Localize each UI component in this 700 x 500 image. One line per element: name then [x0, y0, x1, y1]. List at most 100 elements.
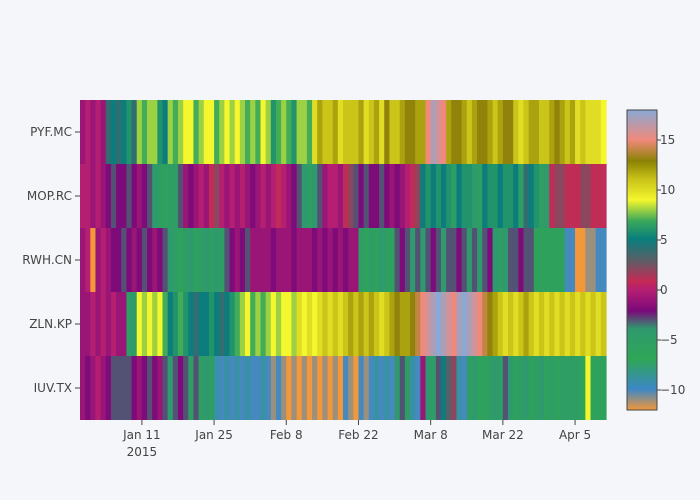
heatmap-cell — [121, 356, 128, 420]
heatmap-cell — [389, 292, 396, 356]
heatmap-cell — [513, 356, 519, 420]
heatmap-cell — [245, 164, 251, 228]
heatmap-cell — [183, 228, 189, 292]
heatmap-cell — [110, 356, 117, 420]
heatmap-cell — [188, 356, 195, 420]
heatmap-cell — [193, 292, 200, 356]
heatmap-cell — [85, 228, 91, 292]
heatmap-cells — [80, 100, 607, 420]
heatmap-cell — [451, 292, 458, 356]
heatmap-cell — [147, 100, 153, 164]
heatmap-cell — [358, 292, 365, 356]
heatmap-cell — [152, 164, 158, 228]
heatmap-cell — [559, 228, 566, 292]
heatmap-cell — [569, 292, 576, 356]
heatmap-cell — [518, 100, 525, 164]
heatmap-cell — [208, 164, 215, 228]
heatmap-cell — [126, 164, 133, 228]
heatmap-cell — [482, 228, 488, 292]
colorbar-ticks: 15 10 5 0 −5 −10 — [657, 133, 685, 397]
heatmap-cell — [379, 164, 385, 228]
heatmap-cell — [126, 292, 133, 356]
heatmap-cell — [404, 100, 411, 164]
heatmap-cell — [353, 292, 360, 356]
heatmap-cell — [157, 228, 164, 292]
heatmap-cell — [172, 100, 179, 164]
heatmap-cell — [270, 356, 277, 420]
heatmap-cell — [332, 100, 339, 164]
heatmap-cell — [306, 356, 313, 420]
heatmap-cell — [250, 292, 256, 356]
heatmap-cell — [121, 100, 128, 164]
heatmap-cell — [337, 228, 344, 292]
heatmap-cell — [291, 228, 298, 292]
heatmap-cell — [410, 164, 416, 228]
heatmap-cell — [167, 100, 174, 164]
heatmap-cell — [384, 228, 391, 292]
heatmap-cell — [255, 356, 262, 420]
heatmap-cell — [90, 292, 97, 356]
heatmap-cell — [585, 228, 592, 292]
heatmap-cell — [513, 228, 519, 292]
heatmap-cell — [538, 100, 545, 164]
heatmap-cell — [301, 292, 308, 356]
heatmap-cell — [275, 228, 282, 292]
heatmap-cell — [435, 292, 442, 356]
heatmap-cell — [399, 100, 406, 164]
heatmap-cell — [379, 292, 385, 356]
heatmap-cell — [348, 164, 354, 228]
heatmap-cell — [121, 164, 128, 228]
colorbar-tick-label: 5 — [660, 233, 668, 247]
heatmap-cell — [126, 100, 133, 164]
heatmap-cell — [492, 292, 499, 356]
heatmap-cell — [85, 100, 91, 164]
heatmap-cell — [451, 100, 458, 164]
x-tick-label: Feb 8 — [270, 428, 303, 442]
heatmap-cell — [306, 164, 313, 228]
heatmap-cell — [446, 228, 452, 292]
heatmap-cell — [569, 100, 576, 164]
heatmap-cell — [85, 164, 91, 228]
heatmap-cell — [425, 164, 432, 228]
heatmap-cell — [224, 100, 231, 164]
heatmap-cell — [131, 164, 138, 228]
heatmap-cell — [415, 356, 421, 420]
heatmap-cell — [544, 356, 550, 420]
heatmap-cell — [373, 292, 380, 356]
heatmap-cell — [95, 164, 102, 228]
heatmap-cell — [270, 228, 277, 292]
heatmap-cell — [317, 356, 323, 420]
heatmap-cell — [162, 164, 169, 228]
heatmap-cell — [172, 356, 179, 420]
heatmap-cell — [549, 164, 556, 228]
heatmap-cell — [348, 356, 354, 420]
heatmap-cell — [348, 292, 354, 356]
heatmap-cell — [214, 100, 220, 164]
heatmap-cell — [343, 228, 349, 292]
heatmap-cell — [389, 100, 396, 164]
heatmap-cell — [544, 164, 550, 228]
heatmap-cell — [415, 164, 421, 228]
heatmap-cell — [487, 228, 494, 292]
heatmap-cell — [141, 292, 148, 356]
heatmap-cell — [286, 100, 293, 164]
heatmap-cell — [404, 292, 411, 356]
heatmap-cell — [404, 356, 411, 420]
heatmap-cell — [497, 292, 504, 356]
heatmap-cell — [229, 292, 236, 356]
heatmap-cell — [172, 228, 179, 292]
heatmap-cell — [105, 164, 112, 228]
heatmap-cell — [322, 356, 329, 420]
heatmap-cell — [203, 356, 210, 420]
heatmap-cell — [317, 292, 323, 356]
heatmap-cell — [219, 164, 225, 228]
heatmap-cell — [471, 292, 478, 356]
heatmap-cell — [420, 164, 427, 228]
heatmap-cell — [446, 164, 452, 228]
heatmap-cell — [528, 164, 535, 228]
heatmap-cell — [461, 292, 468, 356]
colorbar-gradient — [626, 109, 658, 411]
heatmap-cell — [477, 356, 483, 420]
heatmap-cell — [600, 228, 607, 292]
